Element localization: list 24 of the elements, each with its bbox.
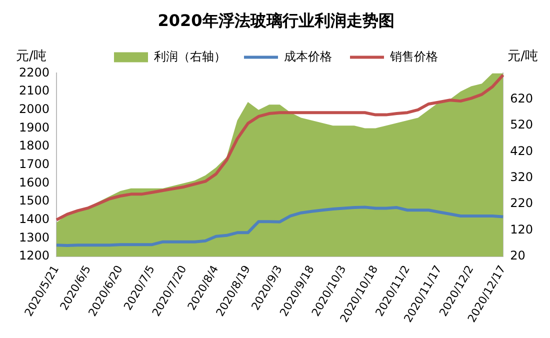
y-tick-label: 1600	[18, 175, 50, 190]
legend-label: 销售价格	[389, 49, 438, 64]
y-tick-label: 2100	[18, 84, 50, 98]
y2-tick-label: 320	[510, 170, 533, 184]
y-tick-label: 2000	[18, 102, 50, 116]
y-tick-label: 1500	[18, 194, 50, 208]
y2-tick-label: 20	[510, 248, 526, 263]
y2-tick-label: 420	[510, 144, 533, 158]
chart-title: 2020年浮法玻璃行业利润走势图	[158, 10, 394, 30]
y2-tick-label: 220	[510, 196, 533, 210]
y-tick-label: 1200	[18, 248, 50, 263]
legend-label: 成本价格	[284, 49, 332, 64]
y-axis-title: 元/吨	[16, 49, 46, 64]
y-tick-label: 1400	[18, 212, 50, 226]
y2-tick-label: 120	[510, 222, 533, 236]
y-tick-label: 2200	[18, 65, 50, 80]
y-tick-label: 1700	[18, 156, 50, 171]
y-tick-label: 1800	[18, 138, 50, 153]
y-tick-label: 1300	[18, 230, 50, 244]
legend-label: 利润（右轴）	[154, 49, 226, 64]
y2-tick-label: 620	[510, 92, 533, 106]
y2-tick-label: 520	[510, 118, 533, 132]
y-tick-label: 1900	[18, 120, 50, 134]
y2-axis-title: 元/吨	[508, 49, 538, 64]
